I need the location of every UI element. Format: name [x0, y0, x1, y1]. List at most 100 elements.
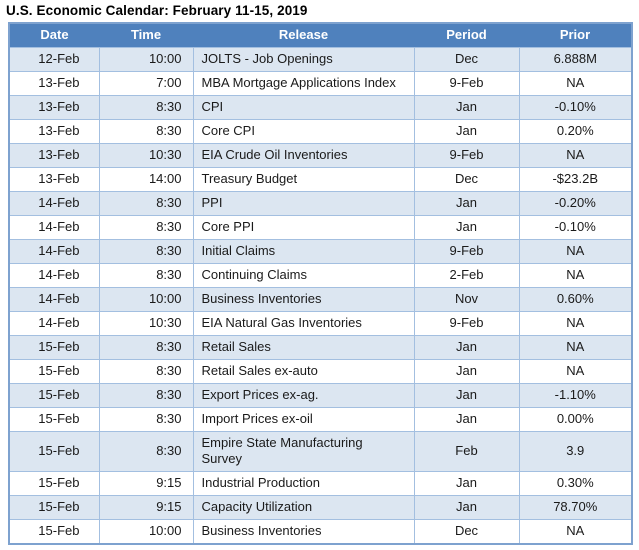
- cell-date: 15-Feb: [8, 383, 100, 408]
- cell-period: Dec: [413, 167, 520, 192]
- cell-date: 13-Feb: [8, 119, 100, 144]
- cell-release: Initial Claims: [192, 239, 415, 264]
- cell-prior: 6.888M: [518, 47, 633, 72]
- cell-prior: -0.20%: [518, 191, 633, 216]
- cell-time: 8:30: [98, 191, 194, 216]
- cell-release: Treasury Budget: [192, 167, 415, 192]
- cell-time: 9:15: [98, 495, 194, 520]
- column-header-time: Time: [99, 23, 193, 48]
- table-row: 13-Feb 8:30 Core CPI Jan 0.20%: [8, 119, 633, 144]
- cell-prior: -$23.2B: [518, 167, 633, 192]
- cell-date: 15-Feb: [8, 335, 100, 360]
- cell-period: Jan: [413, 95, 520, 120]
- table-row: 15-Feb 9:15 Industrial Production Jan 0.30%: [8, 471, 633, 496]
- cell-prior: NA: [518, 263, 633, 288]
- cell-period: 9-Feb: [413, 71, 520, 96]
- cell-time: 8:30: [98, 215, 194, 240]
- cell-period: Jan: [413, 471, 520, 496]
- cell-date: 13-Feb: [8, 167, 100, 192]
- cell-release: Retail Sales ex-auto: [192, 359, 415, 384]
- cell-date: 14-Feb: [8, 191, 100, 216]
- cell-release: Business Inventories: [192, 519, 415, 545]
- cell-date: 15-Feb: [8, 495, 100, 520]
- cell-period: Jan: [413, 191, 520, 216]
- cell-time: 10:00: [98, 287, 194, 312]
- cell-period: Feb: [413, 431, 520, 472]
- cell-time: 8:30: [98, 239, 194, 264]
- cell-release: JOLTS - Job Openings: [192, 47, 415, 72]
- cell-time: 8:30: [98, 119, 194, 144]
- cell-release: Business Inventories: [192, 287, 415, 312]
- table-row: 13-Feb 8:30 CPI Jan -0.10%: [8, 95, 633, 120]
- cell-period: 9-Feb: [413, 311, 520, 336]
- cell-time: 8:30: [98, 335, 194, 360]
- cell-prior: -1.10%: [518, 383, 633, 408]
- cell-prior: NA: [518, 311, 633, 336]
- cell-time: 10:30: [98, 311, 194, 336]
- cell-time: 8:30: [98, 407, 194, 432]
- cell-time: 8:30: [98, 263, 194, 288]
- cell-period: 9-Feb: [413, 143, 520, 168]
- cell-period: 9-Feb: [413, 239, 520, 264]
- cell-period: Jan: [413, 119, 520, 144]
- table-row: 14-Feb 8:30 PPI Jan -0.20%: [8, 191, 633, 216]
- cell-period: Jan: [413, 383, 520, 408]
- cell-time: 8:30: [98, 95, 194, 120]
- cell-date: 14-Feb: [8, 311, 100, 336]
- cell-time: 9:15: [98, 471, 194, 496]
- column-header-release: Release: [193, 23, 414, 48]
- cell-time: 8:30: [98, 431, 194, 472]
- cell-time: 10:00: [98, 47, 194, 72]
- table-row: 15-Feb 8:30 Retail Sales ex-auto Jan NA: [8, 359, 633, 384]
- cell-date: 14-Feb: [8, 287, 100, 312]
- cell-prior: 78.70%: [518, 495, 633, 520]
- cell-period: Jan: [413, 335, 520, 360]
- cell-date: 14-Feb: [8, 239, 100, 264]
- table-row: 14-Feb 8:30 Continuing Claims 2-Feb NA: [8, 263, 633, 288]
- cell-period: Jan: [413, 359, 520, 384]
- cell-time: 10:30: [98, 143, 194, 168]
- table-row: 14-Feb 8:30 Core PPI Jan -0.10%: [8, 215, 633, 240]
- cell-period: Dec: [413, 47, 520, 72]
- cell-period: Nov: [413, 287, 520, 312]
- cell-release: Capacity Utilization: [192, 495, 415, 520]
- table-row: 13-Feb 14:00 Treasury Budget Dec -$23.2B: [8, 167, 633, 192]
- cell-date: 15-Feb: [8, 407, 100, 432]
- cell-release: MBA Mortgage Applications Index: [192, 71, 415, 96]
- cell-prior: -0.10%: [518, 215, 633, 240]
- cell-prior: NA: [518, 239, 633, 264]
- cell-prior: 0.20%: [518, 119, 633, 144]
- cell-release: Core PPI: [192, 215, 415, 240]
- page-title: U.S. Economic Calendar: February 11-15, …: [6, 3, 308, 18]
- cell-release: PPI: [192, 191, 415, 216]
- cell-time: 7:00: [98, 71, 194, 96]
- table-row: 13-Feb 7:00 MBA Mortgage Applications Inde…: [8, 71, 633, 96]
- table-row: 15-Feb 9:15 Capacity Utilization Jan 78.70%: [8, 495, 633, 520]
- cell-release: Empire State Manufacturing Survey: [192, 431, 415, 472]
- cell-date: 14-Feb: [8, 263, 100, 288]
- cell-release: Core CPI: [192, 119, 415, 144]
- table-row: 15-Feb 8:30 Import Prices ex-oil Jan 0.00%: [8, 407, 633, 432]
- table-row: 12-Feb 10:00 JOLTS - Job Openings Dec 6.888M: [8, 47, 633, 72]
- table-row: 15-Feb 10:00 Business Inventories Dec NA: [8, 519, 633, 545]
- table-header: Date Time Release Period Prior: [9, 23, 632, 48]
- cell-time: 8:30: [98, 359, 194, 384]
- cell-period: Dec: [413, 519, 520, 545]
- table-row: 14-Feb 10:00 Business Inventories Nov 0.60%: [8, 287, 633, 312]
- column-header-date: Date: [9, 23, 99, 48]
- cell-time: 10:00: [98, 519, 194, 545]
- cell-date: 12-Feb: [8, 47, 100, 72]
- cell-period: 2-Feb: [413, 263, 520, 288]
- cell-period: Jan: [413, 407, 520, 432]
- table-row: 14-Feb 10:30 EIA Natural Gas Inventories 9-…: [8, 311, 633, 336]
- table-row: 14-Feb 8:30 Initial Claims 9-Feb NA: [8, 239, 633, 264]
- cell-prior: 0.00%: [518, 407, 633, 432]
- cell-prior: 0.60%: [518, 287, 633, 312]
- cell-prior: NA: [518, 519, 633, 545]
- cell-period: Jan: [413, 215, 520, 240]
- cell-time: 14:00: [98, 167, 194, 192]
- cell-release: CPI: [192, 95, 415, 120]
- cell-release: EIA Crude Oil Inventories: [192, 143, 415, 168]
- cell-prior: -0.10%: [518, 95, 633, 120]
- table-row: 15-Feb 8:30 Export Prices ex-ag. Jan -1.10%: [8, 383, 633, 408]
